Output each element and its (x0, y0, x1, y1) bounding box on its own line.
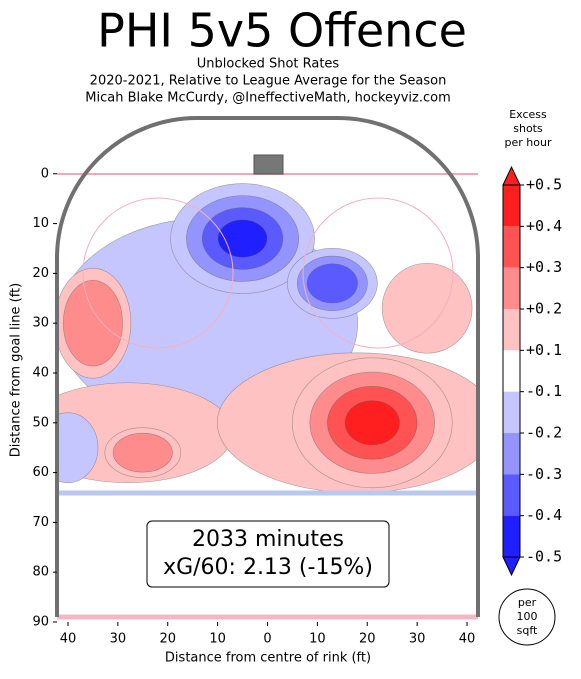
x-tick-label: 30 (409, 632, 426, 647)
colorbar-extend (502, 165, 521, 186)
contour-level (57, 412, 99, 483)
area-note: 100 (517, 610, 538, 623)
contour-level (344, 400, 400, 446)
x-tick-label: 40 (60, 632, 77, 647)
colorbar-tick-label: +0.3 (526, 258, 562, 276)
x-tick-label: 10 (309, 632, 326, 647)
colorbar-tick-label: -0.4 (526, 506, 562, 524)
colorbar-tick-label: +0.2 (526, 300, 562, 318)
y-axis-label: Distance from goal line (ft) (9, 283, 24, 457)
x-tick-label: 20 (359, 632, 376, 647)
colorbar-extend (502, 556, 521, 577)
x-tick-label: 10 (209, 632, 226, 647)
contour-level (112, 432, 173, 473)
colorbar-segment (503, 391, 520, 433)
contour-level (62, 279, 123, 367)
x-tick-label: 0 (263, 632, 271, 647)
annotation: xG/60: 2.13 (-15%) (163, 555, 373, 580)
colorbar-tick-label: +0.4 (526, 217, 562, 235)
area-note-circle (498, 588, 556, 646)
y-tick-label: 90 (32, 615, 49, 630)
y-tick-label: 80 (32, 565, 49, 580)
rink (55, 116, 480, 620)
chart-title: PHI 5v5 Offence (97, 4, 467, 58)
subtitle: 2020-2021, Relative to League Average fo… (90, 74, 447, 89)
colorbar-segment (503, 226, 520, 268)
colorbar-segment (503, 185, 520, 227)
contour-level (306, 263, 358, 304)
area-note: per (518, 596, 537, 609)
area-note: sqft (517, 624, 538, 637)
contour-level (217, 219, 268, 258)
colorbar-segment (503, 474, 520, 516)
colorbar-tick-label: +0.1 (526, 341, 562, 359)
x-axis-label: Distance from centre of rink (ft) (165, 651, 371, 666)
x-tick-label: 40 (459, 632, 476, 647)
heatmap (57, 183, 478, 494)
subtitle: Unblocked Shot Rates (197, 57, 340, 72)
contour-level (381, 262, 473, 354)
colorbar-segment (503, 515, 520, 557)
colorbar-segment (503, 350, 520, 392)
colorbar-tick-label: -0.3 (526, 465, 562, 483)
x-tick-label: 20 (159, 632, 176, 647)
y-tick-label: 50 (32, 415, 49, 430)
colorbar-label: Excess (509, 108, 547, 121)
colorbar-tick-label: -0.5 (526, 548, 562, 566)
subtitle: Micah Blake McCurdy, @IneffectiveMath, h… (85, 91, 451, 106)
colorbar-label: per hour (505, 136, 552, 149)
annotation: 2033 minutes (192, 527, 344, 552)
colorbar-segment (503, 267, 520, 309)
colorbar-tick-label: +0.5 (526, 176, 562, 194)
y-tick-label: 10 (32, 216, 49, 231)
colorbar-segment (503, 309, 520, 351)
colorbar-tick-label: -0.1 (526, 382, 562, 400)
y-tick-label: 60 (32, 465, 49, 480)
y-tick-label: 70 (32, 515, 49, 530)
colorbar-segment (503, 433, 520, 475)
y-tick-label: 20 (32, 266, 49, 281)
colorbar-tick-label: -0.2 (526, 424, 562, 442)
y-tick-label: 40 (32, 365, 49, 380)
annotation-box (146, 520, 390, 588)
x-tick-label: 30 (110, 632, 127, 647)
y-tick-label: 30 (32, 316, 49, 331)
colorbar-frame (502, 184, 521, 558)
colorbar-label: shots (513, 122, 543, 135)
y-tick-label: 0 (41, 166, 49, 181)
